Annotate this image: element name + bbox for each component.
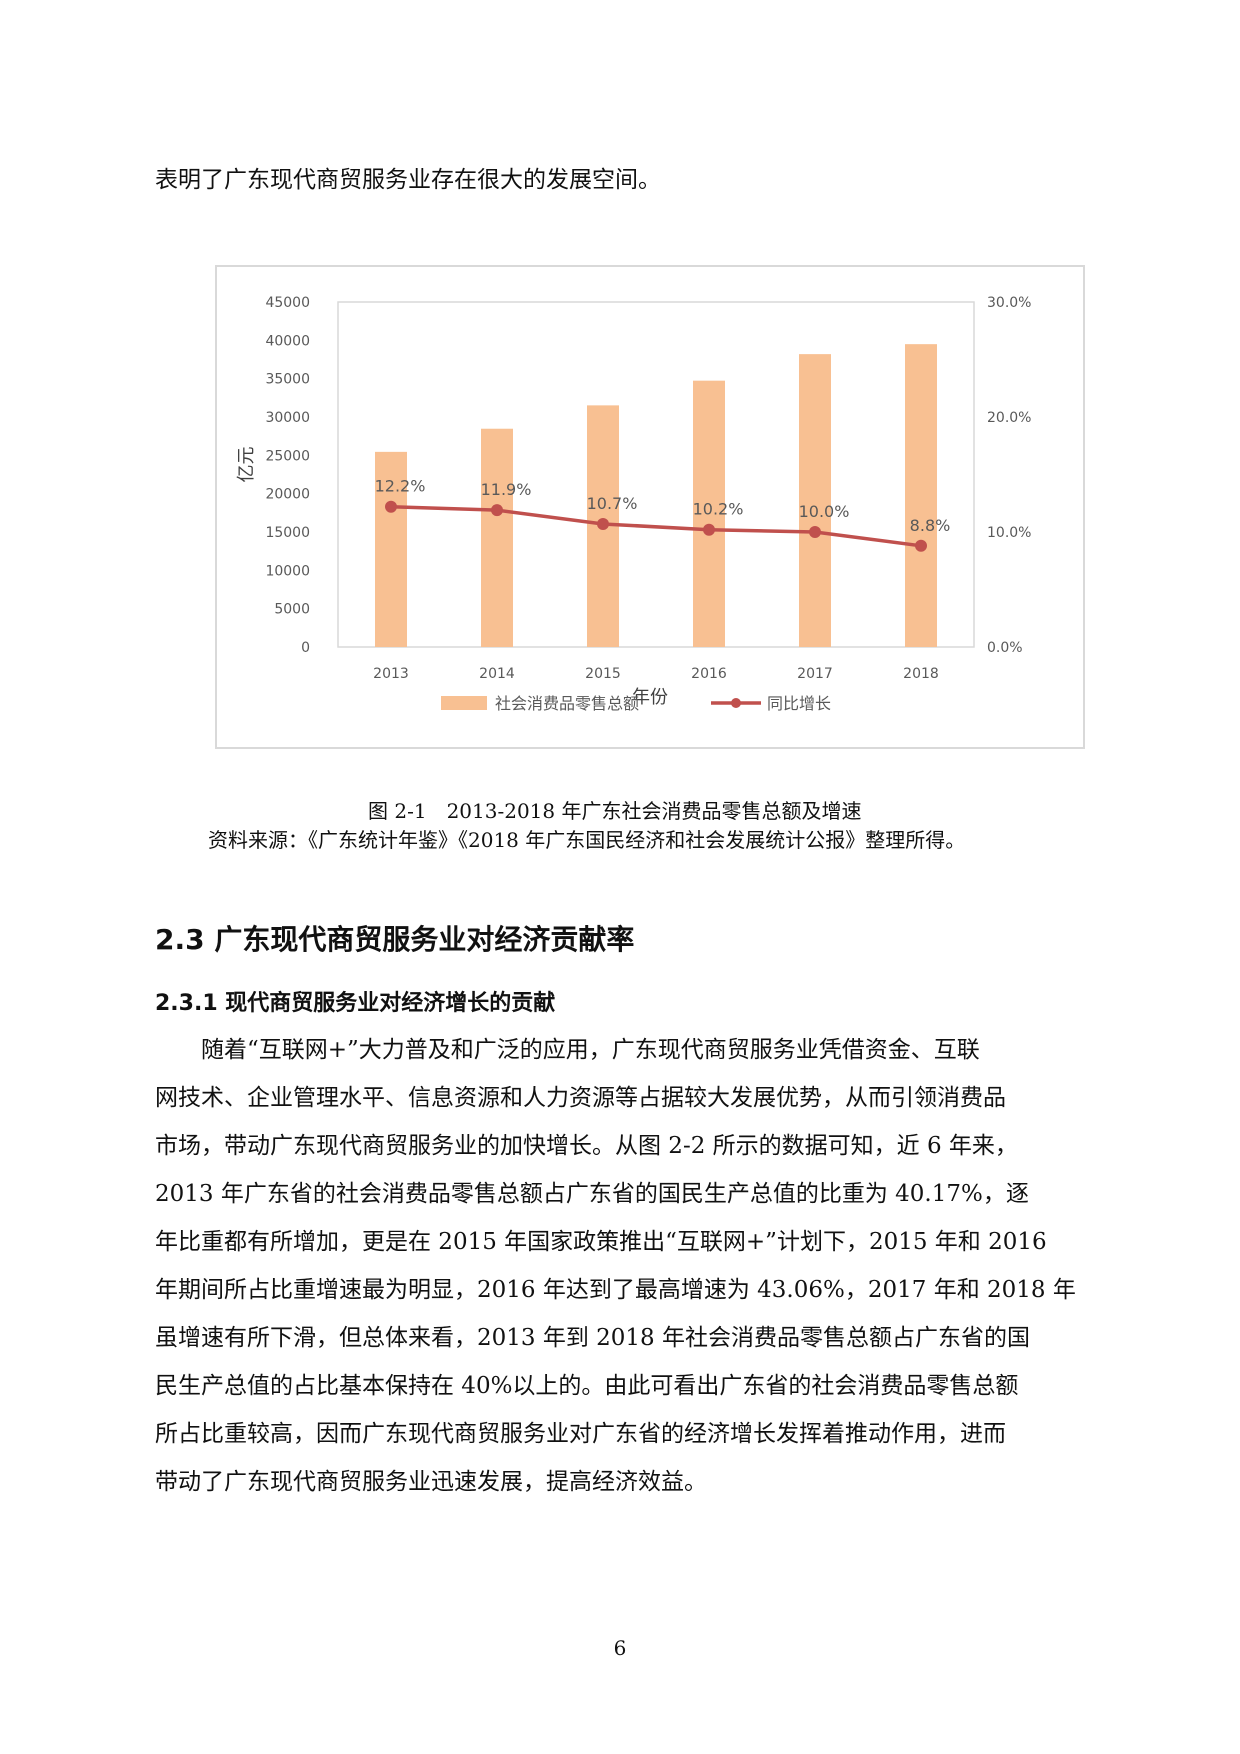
bar	[905, 344, 937, 647]
growth-line	[390, 504, 922, 548]
growth-point	[703, 523, 715, 536]
data-label: 10.7%	[587, 494, 638, 513]
paragraph-line: 年期间所占比重增速最为明显，2016 年达到了最高增速为 43.06%，2017…	[155, 1277, 1076, 1303]
combo-chart: 0 5000 10000 15000 20000 25000 30000 35000 40000…	[236, 295, 1031, 713]
intro-line: 表明了广东现代商贸服务业存在很大的发展空间。	[155, 167, 661, 193]
data-label: 11.9%	[481, 480, 532, 499]
legend-bar-label: 社会消费品零售总额	[495, 694, 639, 713]
y2-tick-label: 30.0%	[987, 295, 1031, 311]
paragraph-line: 随着“互联网+”大力普及和广泛的应用，广东现代商贸服务业凭借资金、互联	[155, 1037, 980, 1063]
legend-line-marker	[731, 698, 741, 708]
y-axis-title: 亿元	[236, 447, 257, 483]
plot-area	[337, 301, 975, 648]
growth-point	[491, 504, 503, 517]
y-tick-label: 20000	[265, 487, 310, 503]
y-tick-label: 45000	[265, 295, 310, 311]
y-tick-label: 40000	[265, 333, 310, 349]
data-label: 8.8%	[910, 516, 951, 535]
subsection-heading: 2.3.1 现代商贸服务业对经济增长的贡献	[155, 991, 556, 1016]
legend-bar-swatch	[441, 696, 487, 710]
paragraph-line: 网技术、企业管理水平、信息资源和人力资源等占据较大发展优势，从而引领消费品	[155, 1085, 1006, 1111]
x-tick-label: 2014	[479, 666, 515, 682]
section-heading: 2.3 广东现代商贸服务业对经济贡献率	[155, 923, 635, 956]
paragraph-line: 2013 年广东省的社会消费品零售总额占广东省的国民生产总值的比重为 40.17…	[155, 1181, 1029, 1207]
data-label: 12.2%	[375, 477, 426, 496]
y-tick-label: 25000	[265, 448, 310, 464]
paragraph-line: 民生产总值的占比基本保持在 40%以上的。由此可看出广东省的社会消费品零售总额	[155, 1373, 1019, 1399]
legend-line-label: 同比增长	[767, 694, 831, 713]
y2-tick-label: 20.0%	[987, 410, 1031, 426]
y-tick-label: 35000	[265, 372, 310, 388]
y-tick-label: 10000	[265, 563, 310, 579]
y-tick-label: 0	[301, 640, 310, 656]
figure-caption: 图 2-1 2013-2018 年广东社会消费品零售总额及增速	[368, 799, 862, 823]
y-tick-label: 15000	[265, 525, 310, 541]
paragraph-line: 所占比重较高，因而广东现代商贸服务业对广东省的经济增长发挥着推动作用，进而	[155, 1421, 1006, 1447]
growth-point	[915, 539, 927, 552]
source-note: 资料来源：《广东统计年鉴》《2018 年广东国民经济和社会发展统计公报》整理所得…	[208, 828, 966, 852]
y2-tick-label: 0.0%	[987, 640, 1023, 656]
bar	[693, 380, 725, 647]
paragraph-line: 年比重都有所增加，更是在 2015 年国家政策推出“互联网+”计划下，2015 …	[155, 1229, 1047, 1255]
x-tick-label: 2016	[691, 666, 727, 682]
y-tick-label: 30000	[265, 410, 310, 426]
bar	[375, 451, 407, 647]
x-tick-label: 2017	[797, 666, 833, 682]
growth-point	[385, 500, 397, 513]
growth-point	[597, 517, 609, 530]
page-number: 6	[613, 1636, 627, 1660]
growth-point	[809, 526, 821, 538]
paragraph-line: 市场，带动广东现代商贸服务业的加快增长。从图 2-2 所示的数据可知，近 6 年…	[155, 1133, 1018, 1159]
x-tick-label: 2018	[903, 666, 939, 682]
x-tick-label: 2015	[585, 666, 621, 682]
y2-tick-label: 10.0%	[987, 525, 1031, 541]
chart-frame: 0 5000 10000 15000 20000 25000 30000 35000 40000…	[215, 265, 1085, 749]
data-label: 10.0%	[799, 502, 850, 521]
paragraph-line: 虽增速有所下滑，但总体来看，2013 年到 2018 年社会消费品零售总额占广东…	[155, 1325, 1030, 1351]
bar	[799, 354, 831, 647]
x-axis-title: 年份	[632, 687, 668, 708]
data-label: 10.2%	[693, 500, 744, 519]
paragraph-line: 带动了广东现代商贸服务业迅速发展，提高经济效益。	[155, 1469, 707, 1495]
x-tick-label: 2013	[373, 666, 409, 682]
bar	[481, 428, 513, 647]
y-tick-label: 5000	[274, 602, 310, 618]
